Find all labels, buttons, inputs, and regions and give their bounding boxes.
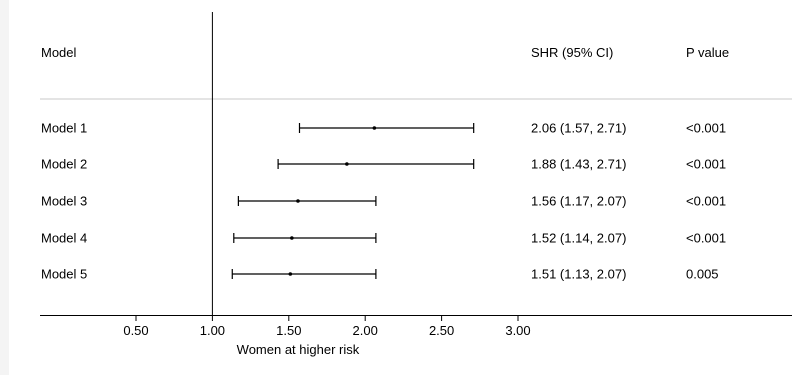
point-estimate	[290, 236, 294, 240]
header-shr: SHR (95% CI)	[531, 45, 613, 60]
row-label: Model 2	[41, 157, 87, 172]
x-tick-label: 2.50	[429, 323, 454, 338]
p-value: <0.001	[686, 157, 726, 172]
header-p-value: P value	[686, 45, 729, 60]
point-estimate	[372, 126, 377, 130]
header-model: Model	[41, 45, 77, 60]
shr-value: 1.51 (1.13, 2.07)	[531, 267, 626, 282]
p-value: <0.001	[686, 121, 726, 136]
left-frame-strip	[0, 0, 9, 375]
forest-row: Model 4 1.52 (1.14, 2.07) <0.001	[41, 231, 726, 246]
x-tick-label: 1.00	[200, 323, 225, 338]
x-tick-label: 0.50	[123, 323, 148, 338]
p-value: <0.001	[686, 194, 726, 209]
row-label: Model 1	[41, 121, 87, 136]
forest-row: Model 2 1.88 (1.43, 2.71) <0.001	[41, 157, 726, 172]
rows-group: Model 1 2.06 (1.57, 2.71) <0.001 Model 2 1.8…	[41, 121, 726, 282]
shr-value: 2.06 (1.57, 2.71)	[531, 121, 626, 136]
forest-row: Model 3 1.56 (1.17, 2.07) <0.001	[41, 194, 726, 209]
forest-row: Model 5 1.51 (1.13, 2.07) 0.005	[41, 267, 719, 282]
x-tick-label: 3.00	[505, 323, 530, 338]
point-estimate	[288, 272, 293, 276]
point-estimate	[345, 162, 349, 166]
x-axis-ticks: 0.50 1.00 1.50 2.00 2.50 3.00	[123, 315, 531, 338]
shr-value: 1.88 (1.43, 2.71)	[531, 157, 626, 172]
point-estimate	[296, 199, 300, 203]
shr-value: 1.56 (1.17, 2.07)	[531, 194, 626, 209]
row-label: Model 3	[41, 194, 87, 209]
p-value: <0.001	[686, 231, 726, 246]
row-label: Model 5	[41, 267, 87, 282]
p-value: 0.005	[686, 267, 719, 282]
column-headers: Model SHR (95% CI) P value	[41, 45, 729, 60]
x-axis-label: Women at higher risk	[237, 342, 360, 357]
x-tick-label: 1.50	[276, 323, 301, 338]
row-label: Model 4	[41, 231, 87, 246]
x-tick-label: 2.00	[353, 323, 378, 338]
shr-value: 1.52 (1.14, 2.07)	[531, 231, 626, 246]
forest-row: Model 1 2.06 (1.57, 2.71) <0.001	[41, 121, 726, 136]
